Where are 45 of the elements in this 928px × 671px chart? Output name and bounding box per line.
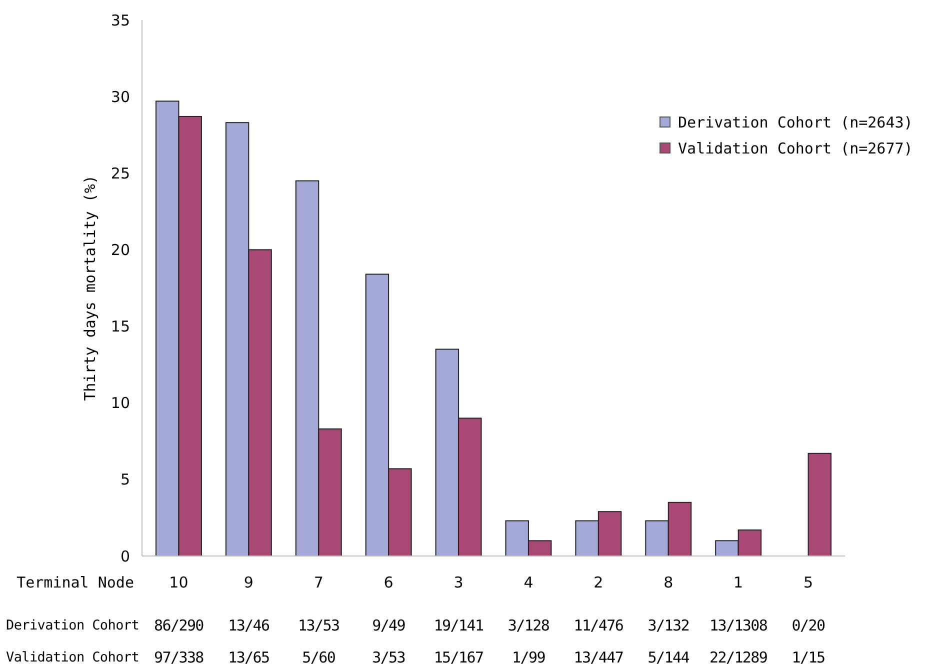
text: Derivation Cohort bbox=[6, 618, 140, 634]
x-tick-label: 1 bbox=[734, 573, 744, 592]
y-tick-label: 15 bbox=[110, 318, 130, 336]
x-tick-label: 9 bbox=[244, 573, 254, 592]
data-label: 86/290 bbox=[154, 616, 204, 634]
x-tick-label: 7 bbox=[314, 573, 324, 592]
y-tick-label: 0 bbox=[120, 547, 130, 566]
data-label: 13/1308 bbox=[710, 616, 768, 634]
data-label: 13/46 bbox=[228, 616, 270, 634]
legend-label: Derivation Cohort (n=2643) bbox=[678, 113, 913, 132]
data-label: 13/65 bbox=[228, 648, 270, 666]
text: Validation Cohort bbox=[6, 650, 140, 666]
x-tick-label: 4 bbox=[524, 573, 534, 592]
data-label: 3/53 bbox=[372, 648, 406, 666]
data-label: 22/1289 bbox=[710, 648, 768, 666]
data-label: 97/338 bbox=[154, 648, 204, 666]
y-tick-label: 5 bbox=[120, 470, 130, 489]
y-tick-label: 25 bbox=[110, 164, 130, 182]
data-label: 3/128 bbox=[508, 616, 550, 634]
data-label: 13/447 bbox=[574, 648, 624, 666]
x-tick-label: 6 bbox=[384, 573, 394, 592]
data-label: 0/20 bbox=[792, 616, 826, 634]
data-label: 5/60 bbox=[302, 648, 336, 666]
y-tick-label: 30 bbox=[110, 88, 130, 106]
x-tick-label: 3 bbox=[454, 573, 464, 592]
bar bbox=[808, 452, 832, 556]
y-tick-label: 35 bbox=[110, 11, 130, 30]
y-axis-title: Thirty days mortality (%) bbox=[81, 175, 99, 401]
y-tick-label: 10 bbox=[110, 394, 130, 412]
data-label: 1/15 bbox=[792, 648, 825, 666]
data-label: 1/99 bbox=[512, 648, 546, 666]
data-label: 15/167 bbox=[434, 648, 484, 666]
data-label: 3/132 bbox=[648, 616, 689, 634]
data-label: 13/53 bbox=[298, 616, 340, 634]
x-axis-title: Terminal Node bbox=[16, 573, 134, 592]
data-label: 9/49 bbox=[372, 616, 406, 634]
data-label: 5/144 bbox=[648, 648, 690, 666]
x-tick-label: 10 bbox=[169, 573, 188, 592]
x-tick-label: 2 bbox=[594, 573, 604, 592]
data-label: 19/141 bbox=[434, 616, 484, 634]
x-tick-label: 8 bbox=[664, 573, 674, 592]
x-tick-label: 5 bbox=[804, 573, 814, 592]
data-label: 11/476 bbox=[574, 616, 624, 634]
legend-label: Validation Cohort (n=2677) bbox=[678, 139, 913, 158]
y-tick-label: 20 bbox=[110, 240, 130, 259]
